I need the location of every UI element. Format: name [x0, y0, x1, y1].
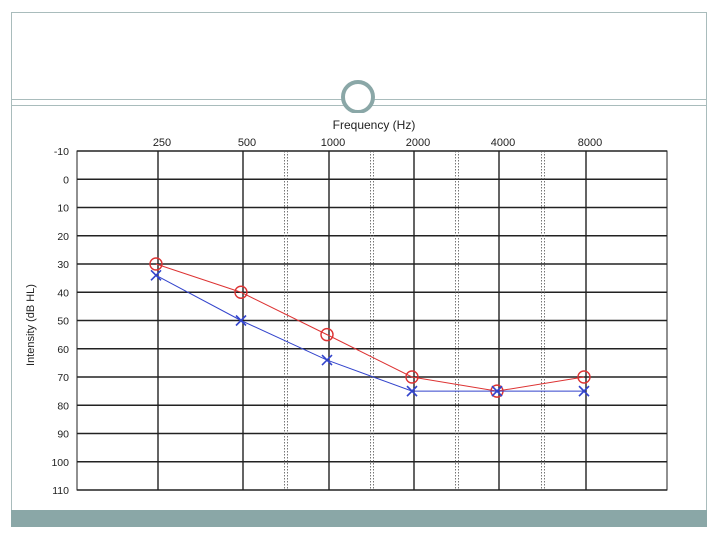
x-mark-stroke: [491, 385, 503, 397]
y-tick-label: 70: [57, 372, 69, 384]
x-mark-stroke: [406, 385, 418, 397]
y-tick-label: 110: [52, 485, 69, 497]
data-point-x: [150, 269, 162, 281]
audiogram-svg: Frequency (Hz) Intensity (dB HL) -10 0 10 2…: [12, 113, 676, 505]
y-tick-label: 90: [57, 429, 69, 441]
y-tick-label: 0: [63, 174, 69, 186]
footer-bar: [11, 510, 707, 527]
data-point-x: [491, 385, 503, 397]
x-tick-label: 8000: [578, 137, 602, 149]
chart-title: Frequency (Hz): [333, 118, 416, 132]
chart-grid: [76, 150, 668, 491]
y-tick-label: 40: [57, 287, 69, 299]
data-point-x: [235, 314, 247, 327]
series-line: [155, 263, 585, 392]
x-tick-label: 1000: [321, 137, 345, 149]
x-mark-stroke: [578, 385, 590, 397]
series-line: [155, 274, 584, 392]
data-point-circle: [320, 327, 334, 342]
y-tick-label: 20: [57, 231, 69, 243]
data-point-x: [321, 354, 333, 366]
tick-labels: -10 0 10 20 30 40 50 60 70 80 90 100 110 250 500 1000 20…: [51, 137, 602, 497]
audiogram-chart: Frequency (Hz) Intensity (dB HL) -10 0 10 2…: [12, 113, 676, 505]
x-mark-stroke: [235, 314, 247, 327]
y-tick-label: 80: [57, 400, 69, 412]
frame-left-border: [11, 100, 12, 510]
y-axis-label: Intensity (dB HL): [25, 284, 37, 366]
data-point-circle: [234, 285, 248, 299]
y-tick-label: 50: [57, 316, 69, 328]
y-tick-label: 10: [57, 203, 69, 215]
x-tick-label: 4000: [491, 137, 515, 149]
data-series: [149, 257, 591, 398]
data-point-circle: [149, 257, 163, 271]
x-tick-label: 500: [238, 137, 256, 149]
data-point-x: [578, 385, 590, 397]
data-point-circle: [405, 370, 419, 384]
data-point-circle: [577, 370, 591, 384]
ring-ornament-icon: [341, 80, 375, 114]
data-point-x: [406, 385, 418, 397]
y-tick-label: -10: [54, 146, 69, 158]
frame-right-border: [706, 100, 707, 510]
x-mark-stroke: [150, 269, 162, 281]
y-tick-label: 100: [51, 457, 69, 469]
chart-background: [12, 113, 676, 505]
y-tick-label: 60: [57, 344, 69, 356]
x-tick-label: 2000: [406, 137, 430, 149]
x-tick-label: 250: [153, 137, 171, 149]
x-mark-stroke: [321, 354, 333, 366]
y-tick-label: 30: [57, 259, 69, 271]
